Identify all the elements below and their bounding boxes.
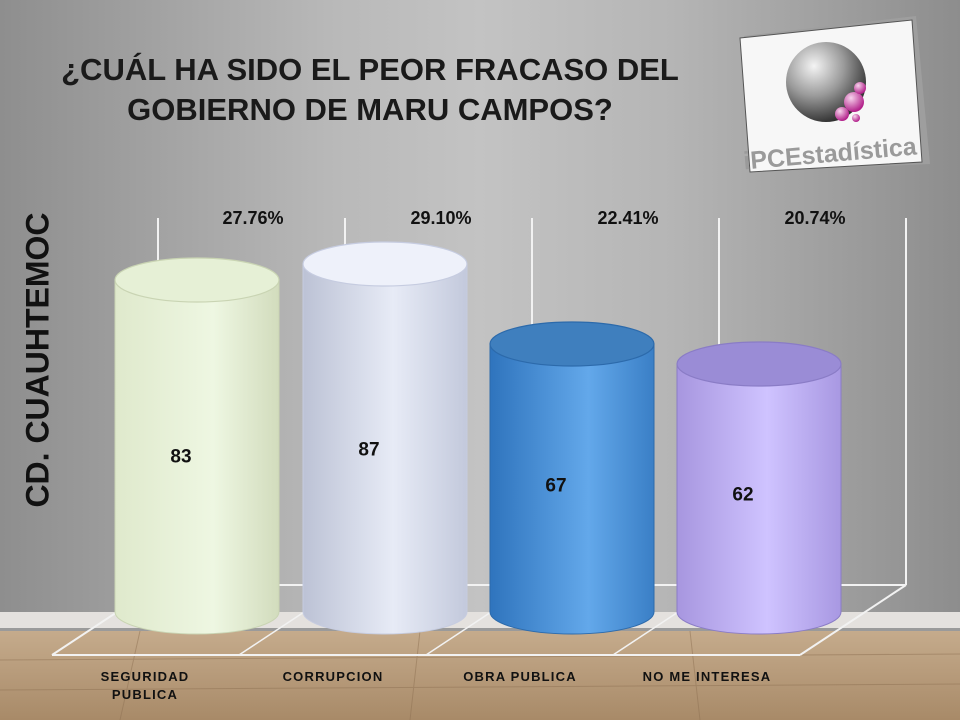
bar-1: 83 (114, 257, 280, 635)
value-label: 67 (545, 475, 566, 496)
percent-label: 20.74% (784, 208, 846, 228)
percent-label: 27.76% (222, 208, 284, 228)
value-label: 62 (732, 484, 753, 505)
value-label: 83 (170, 447, 191, 468)
percent-label: 22.41% (597, 208, 659, 228)
bar-4: 62 (676, 341, 842, 635)
side-label: CD. CUAUHTEMOC (19, 212, 56, 508)
chart-title: ¿CUÁL HA SIDO EL PEOR FRACASO DEL GOBIER… (40, 50, 700, 130)
ipc-estadistica-logo: iPCEstadística (738, 14, 934, 178)
bar-3: 67 (489, 321, 655, 635)
category-label: OBRA PUBLICA (463, 669, 577, 684)
category-label: NO ME INTERESA (642, 669, 772, 684)
category-label: SEGURIDAD PUBLICA (100, 669, 190, 702)
percent-label: 29.10% (410, 208, 472, 228)
chart-title-line-1: ¿CUÁL HA SIDO EL PEOR FRACASO DEL (61, 52, 679, 87)
category-label: CORRUPCION (282, 669, 384, 684)
chart-title-line-2: GOBIERNO DE MARU CAMPOS? (127, 92, 613, 127)
value-label: 87 (358, 439, 379, 460)
bar-2: 87 (302, 241, 468, 635)
